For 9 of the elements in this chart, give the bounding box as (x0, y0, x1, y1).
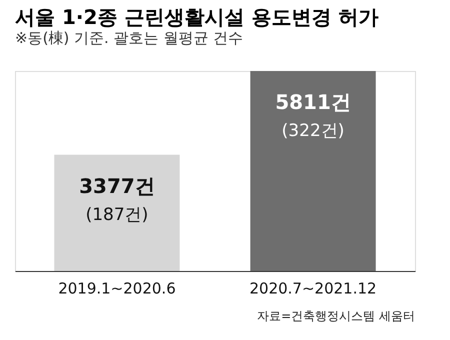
x-tick-label: 2019.1~2020.6 (58, 280, 176, 298)
annotation: (187건) (86, 204, 148, 225)
chart-subtitle: ※동(棟) 기준. 괄호는 월평균 건수 (15, 29, 244, 47)
data-label: 3377건 (79, 174, 155, 198)
annotation: (322건) (282, 121, 344, 141)
x-tick-label: 2020.7~2021.12 (249, 280, 377, 298)
text: 자료=건축행정시스템 세움터 (257, 309, 415, 323)
chart-title: 서울 1·2종 근린생활시설 용도변경 허가 (15, 5, 378, 29)
data-label: 5811건 (275, 90, 351, 114)
